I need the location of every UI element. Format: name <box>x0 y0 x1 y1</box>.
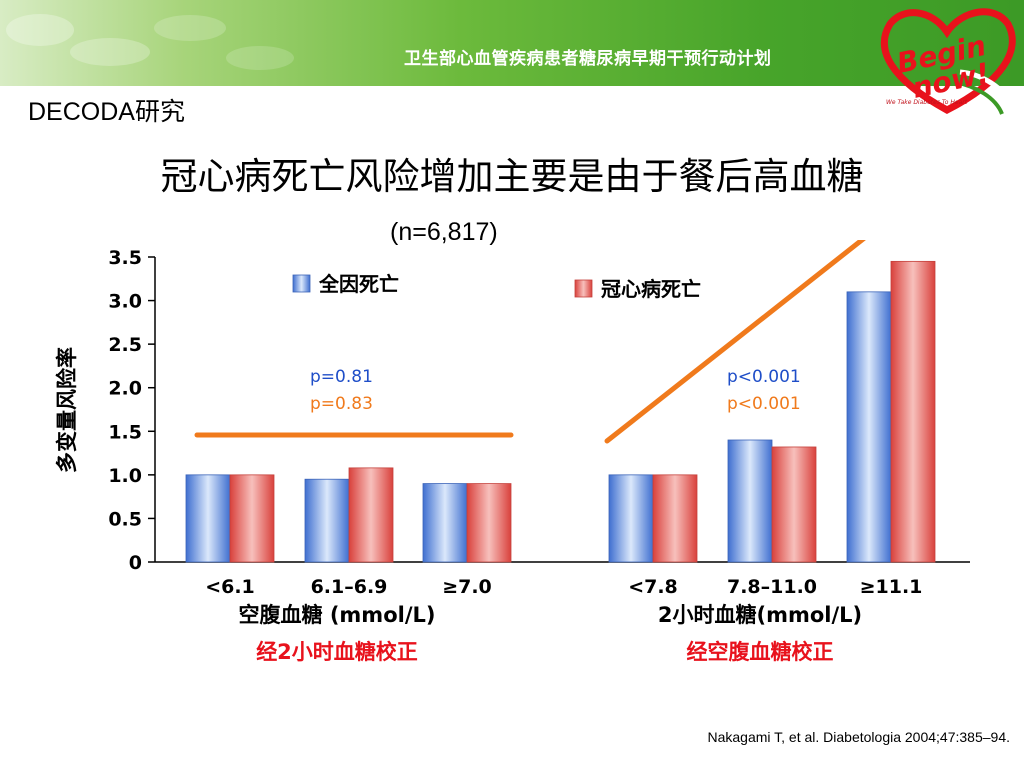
adjustment-note: 经空腹血糖校正 <box>687 640 834 664</box>
bar-chd <box>466 483 512 563</box>
p-value-all-cause: p=0.81 <box>310 367 373 387</box>
citation: Nakagami T, et al. Diabetologia 2004;47:… <box>707 729 1010 745</box>
hazard-ratio-bar-chart: 0 0.5 1.0 1.5 2.0 2.5 3.0 3.5 多变量风险率 <6.1 6.1–6.9 ≥… <box>55 240 970 664</box>
x-tick-label: 7.8–11.0 <box>727 576 817 598</box>
p-value-chd: p<0.001 <box>727 394 801 414</box>
banner-title: 卫生部心血管疾病患者糖尿病早期干预行动计划 <box>404 49 772 69</box>
x-tick-label: 6.1–6.9 <box>311 576 388 598</box>
logo-tagline: We Take Diabetes To Heart <box>886 99 968 106</box>
x-tick-label: ≥11.1 <box>860 576 923 598</box>
p-value-all-cause: p<0.001 <box>727 367 801 387</box>
y-tick-label: 3.5 <box>108 247 142 269</box>
bar-chd <box>229 474 275 563</box>
heart-swoosh-icon <box>880 8 1016 114</box>
study-label: DECODA研究 <box>28 98 185 126</box>
bar-chd <box>652 474 698 563</box>
bar-all-cause <box>608 474 654 563</box>
adjustment-note: 经2小时血糖校正 <box>256 640 418 664</box>
y-tick-label: 1.5 <box>108 421 142 443</box>
x-tick-label: <7.8 <box>628 576 678 598</box>
bar-all-cause <box>846 291 892 563</box>
hands-decoration-icon <box>6 14 294 70</box>
begin-now-logo: Begin now! We Take Diabetes To Heart <box>880 8 1016 115</box>
bar-all-cause <box>727 439 773 563</box>
legend-label-chd: 冠心病死亡 <box>601 277 701 301</box>
bar-all-cause <box>422 483 468 563</box>
p-value-chd: p=0.83 <box>310 394 373 414</box>
legend-swatch-all-cause <box>292 274 311 293</box>
y-axis-label: 多变量风险率 <box>55 347 79 473</box>
y-tick-label: 1.0 <box>108 465 142 487</box>
slide-title: 冠心病死亡风险增加主要是由于餐后高血糖 <box>160 155 864 198</box>
x-axis-label: 空腹血糖 (mmol/L) <box>239 603 436 627</box>
x-tick-label: ≥7.0 <box>442 576 492 598</box>
bar-all-cause <box>185 474 231 563</box>
trend-line-2h <box>604 240 866 444</box>
y-tick-label: 0.5 <box>108 508 142 530</box>
bar-chd <box>890 260 936 563</box>
bar-all-cause <box>304 478 350 563</box>
y-tick-label: 0 <box>129 552 142 574</box>
y-tick-label: 2.5 <box>108 334 142 356</box>
header-banner: 卫生部心血管疾病患者糖尿病早期干预行动计划 <box>0 0 1024 86</box>
legend-swatch-chd <box>574 279 593 298</box>
x-tick-label: <6.1 <box>205 576 255 598</box>
bar-chd <box>771 446 817 563</box>
y-tick-label: 3.0 <box>108 291 142 313</box>
x-axis-label: 2小时血糖(mmol/L) <box>658 603 862 627</box>
sample-size: (n=6,817) <box>390 218 498 246</box>
y-tick-label: 2.0 <box>108 378 142 400</box>
legend-label-all-cause: 全因死亡 <box>318 272 399 296</box>
bar-chd <box>348 467 394 563</box>
